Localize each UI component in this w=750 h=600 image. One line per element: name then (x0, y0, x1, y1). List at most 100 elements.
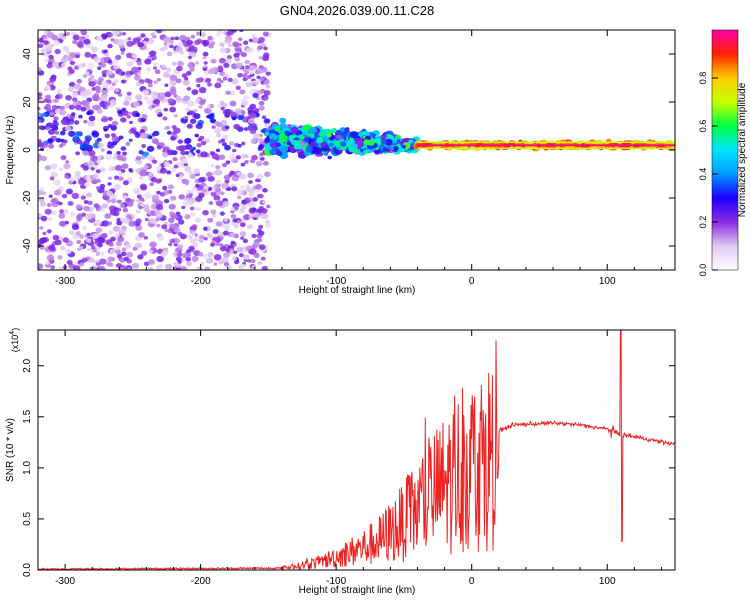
spectrogram-cell (75, 204, 83, 210)
spectrogram-cell (175, 46, 184, 53)
spectrogram-cell (161, 30, 166, 33)
spectrogram-cell (91, 131, 100, 138)
spectrogram-cell (181, 158, 188, 164)
spectrogram-cell (250, 138, 257, 144)
spectrogram-cell (171, 81, 177, 86)
spectrogram-cell (175, 267, 181, 270)
spectrogram-cell (233, 250, 238, 254)
spectrogram-cell (219, 211, 225, 216)
spectrogram-cell (44, 45, 52, 52)
spectrogram-cell (349, 131, 359, 139)
spectrogram-cell (161, 151, 169, 158)
spectrogram-cell (207, 36, 213, 40)
spectrogram-cell (148, 217, 156, 224)
spectrogram-cell (95, 169, 101, 174)
spectrogram-cell (93, 56, 101, 62)
spectrogram-cell (256, 75, 261, 80)
spectrogram-cell (367, 139, 375, 146)
spectrogram-cell (191, 89, 199, 95)
spectrogram-cell (106, 70, 113, 76)
spectrogram-cell (231, 158, 237, 163)
spectrogram-cell (219, 79, 224, 84)
spectrogram-cell (207, 113, 215, 120)
spectrogram-cell (243, 40, 249, 45)
spectrogram-cell (151, 104, 156, 109)
spectrogram-cell (260, 256, 266, 261)
spectrogram-cell (213, 254, 222, 261)
spectrogram-cell (120, 51, 125, 55)
spectrogram-cell (263, 96, 269, 101)
spectrogram-cell (174, 36, 179, 41)
spectrogram-cell (165, 125, 171, 130)
spectrogram-cell (211, 153, 220, 160)
spectrogram-cell (155, 223, 161, 228)
spectrogram-cell (276, 142, 281, 147)
spectrogram-cell (244, 160, 248, 164)
spectrogram-cell (256, 173, 264, 180)
spectrogram-cell (169, 238, 175, 244)
spectrogram-cell (140, 250, 148, 256)
spectrogram-cell (48, 244, 56, 251)
spectrogram-cell (87, 120, 96, 127)
spectrogram-cell (104, 49, 108, 53)
spectrogram-cell (176, 252, 183, 257)
spectrogram-cell (135, 209, 140, 214)
spectrogram-cell (84, 89, 93, 96)
spectrogram-cell (95, 227, 103, 233)
spectrogram-cell (151, 194, 160, 201)
spectrogram-cell (134, 242, 143, 249)
spectrogram-cell (218, 154, 226, 160)
spectrogram-cell (153, 66, 157, 70)
spectrogram-cell (244, 59, 251, 65)
spectrogram-cell (144, 192, 152, 199)
spectrogram-cell (48, 143, 55, 149)
spectrogram-cell (75, 151, 80, 156)
spectrogram-cell (90, 155, 98, 162)
spectrogram-cell (262, 188, 268, 193)
spectrogram-cell (177, 42, 184, 48)
spectrogram-cell (244, 154, 249, 159)
spectrogram-cell (274, 126, 281, 132)
spectrogram-cell (247, 118, 255, 125)
spectrogram-cell (142, 89, 150, 96)
spectrogram-cell (175, 211, 181, 216)
spectrogram-cell (38, 43, 44, 49)
spectrogram-cell (242, 73, 248, 78)
spectrogram-cell (83, 200, 89, 204)
spectrogram-cell (67, 86, 75, 92)
spectrogram-cell (167, 184, 174, 190)
spectrogram-cell (313, 147, 323, 155)
spectrogram-cell (219, 100, 224, 105)
spectrogram-cell (258, 144, 265, 150)
spectrogram-cell (118, 171, 123, 176)
spectrogram-cell (62, 45, 69, 52)
spectrogram-cell (69, 121, 74, 125)
spectrogram-cell (74, 170, 81, 176)
colorbar-tick-label: 0.0 (698, 264, 708, 277)
spectrogram-cell (290, 139, 298, 146)
colorbar-tick-label: 0.6 (698, 120, 708, 133)
spectrogram-cell (245, 65, 250, 69)
spectrogram-cell (120, 168, 126, 173)
spectrogram-cell (84, 51, 92, 58)
spectrogram-cell (46, 254, 55, 262)
spectrogram-cell (189, 212, 196, 217)
spectrogram-cell (78, 63, 85, 69)
spectrogram-cell (112, 225, 121, 232)
spectrogram-cell (92, 105, 98, 111)
spectrogram-cell (231, 256, 237, 261)
x-tick-label: 0 (469, 576, 475, 587)
spectrogram-cell (214, 82, 222, 89)
spectrogram-cell (120, 117, 127, 123)
spectrogram-cell (191, 46, 198, 53)
spectrogram-cell (210, 164, 215, 168)
spectrogram-cell (220, 107, 225, 111)
spectrogram-cell (55, 138, 62, 143)
spectrogram-cell (83, 38, 91, 45)
spectrogram-cell (224, 125, 230, 130)
spectrogram-cell (54, 48, 61, 55)
spectrogram-cell (143, 37, 149, 42)
spectrogram-cell (72, 34, 80, 41)
spectrogram-cell (241, 141, 246, 146)
